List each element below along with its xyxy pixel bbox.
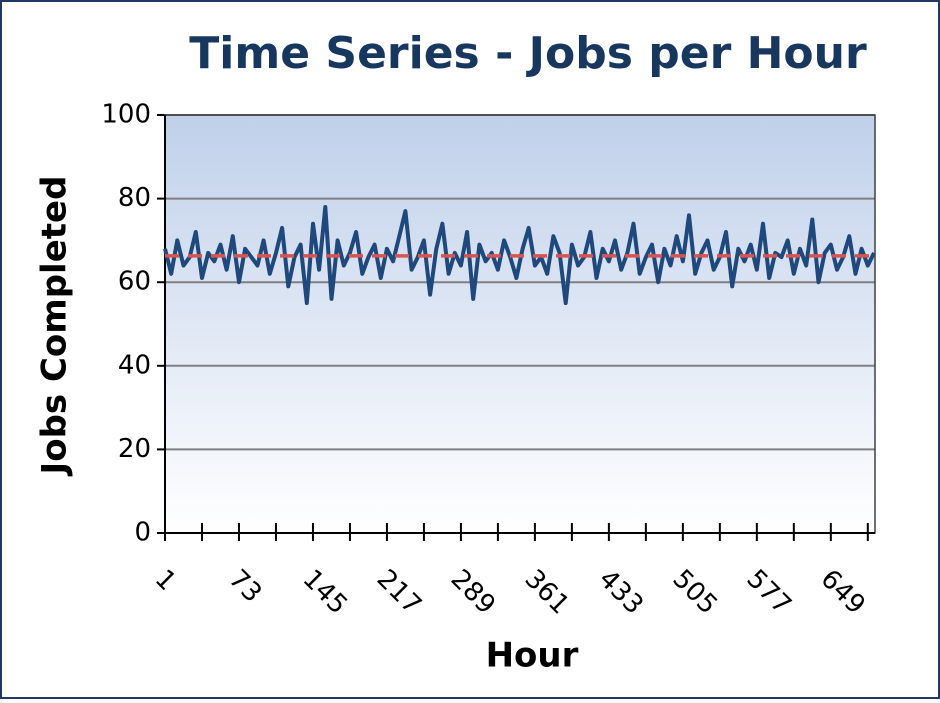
x-axis-label: Hour	[486, 636, 579, 676]
y-tick-label: 20	[118, 434, 151, 464]
plot-area	[165, 115, 875, 533]
data-line	[163, 205, 876, 306]
y-axis-label: Jobs Completed	[35, 176, 75, 477]
chart-title: Time Series - Jobs per Hour	[189, 28, 867, 79]
y-tick-label: 40	[118, 350, 151, 380]
y-tick-label: 80	[118, 183, 151, 213]
y-tick-label: 60	[118, 267, 151, 297]
y-tick-label: 100	[101, 100, 151, 130]
y-tick-label: 0	[134, 518, 151, 548]
